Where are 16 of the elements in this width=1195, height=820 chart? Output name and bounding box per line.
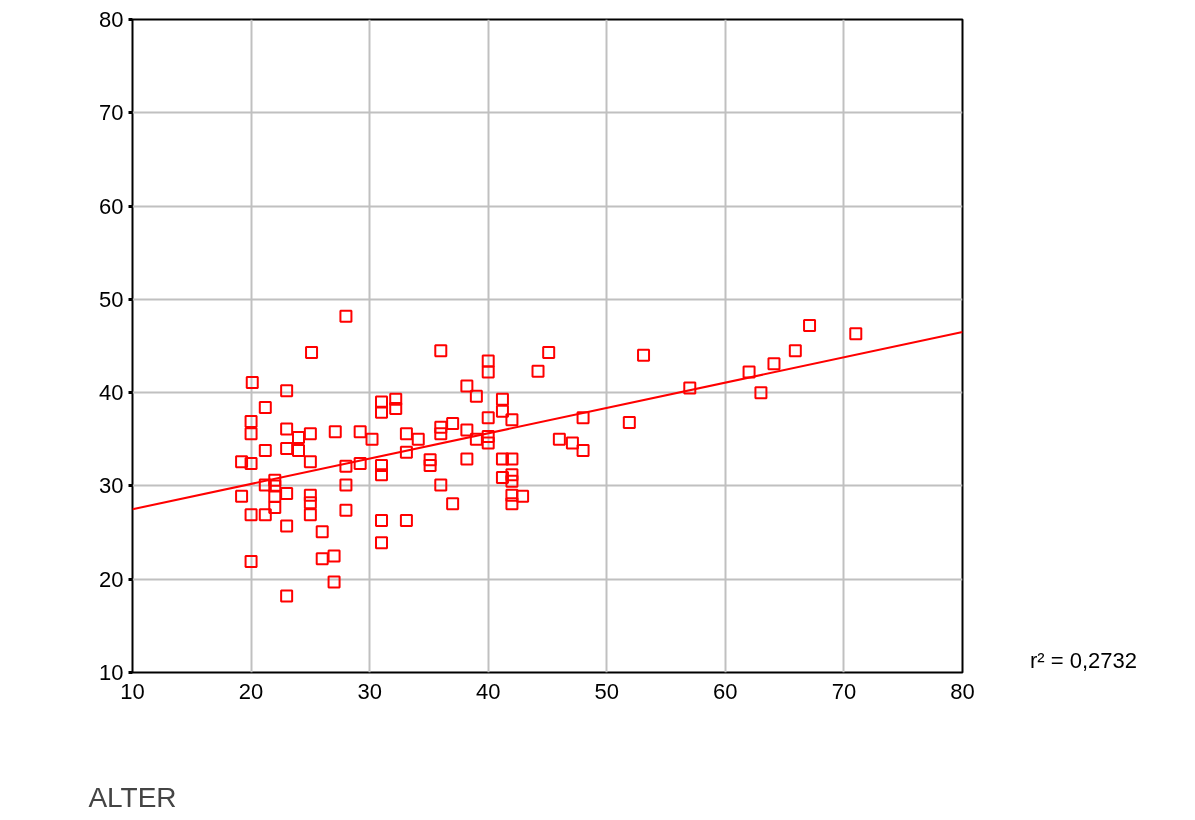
y-tick-label: 30 [99,473,124,499]
y-tick-label: 80 [99,7,124,32]
y-tick-label: 20 [99,566,124,592]
y-tick-label: 50 [99,286,124,312]
x-tick-label: 40 [475,678,501,704]
y-tick-label: 70 [99,100,124,126]
text: r² = 0,2732 [1030,647,1138,675]
x-tick-label: 30 [357,678,382,704]
x-tick-label: 70 [831,678,857,704]
x-tick-label: 60 [713,678,738,704]
y-tick-label: 40 [99,380,124,406]
y-tick-label: 60 [99,193,124,219]
x-axis-title: ALTER [88,781,177,813]
x-tick-label: 80 [950,678,975,704]
x-tick-label: 50 [594,678,620,704]
x-tick-label: 20 [238,678,264,704]
